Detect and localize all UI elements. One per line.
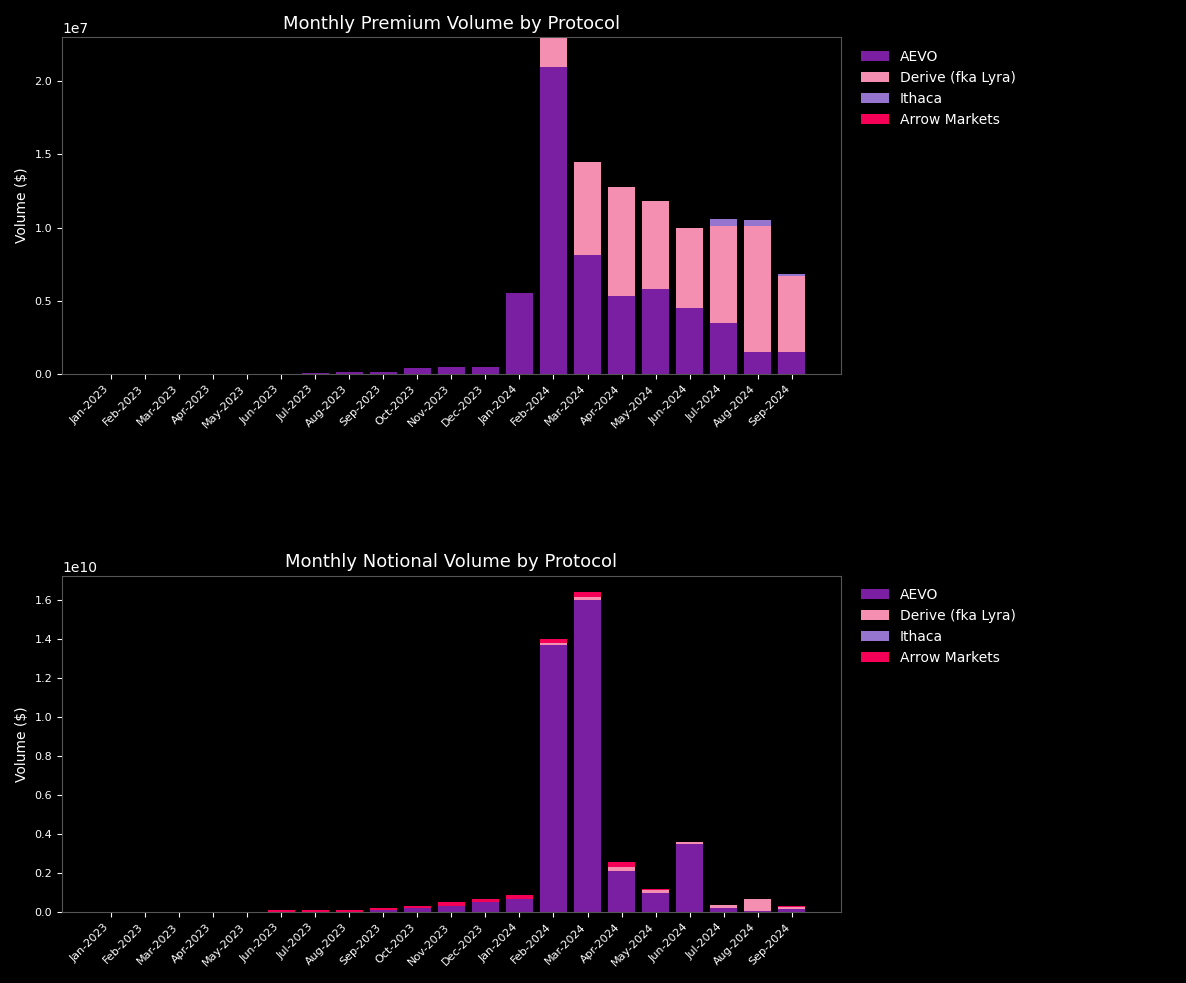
Bar	[778, 274, 805, 276]
Bar	[710, 219, 738, 226]
Bar	[574, 592, 601, 597]
Bar	[676, 844, 703, 912]
Bar	[778, 352, 805, 374]
Bar	[744, 220, 771, 226]
Bar	[540, 67, 567, 374]
Bar	[574, 256, 601, 374]
Bar	[710, 908, 738, 912]
Bar	[744, 910, 771, 912]
Bar	[676, 227, 703, 308]
Bar	[506, 293, 533, 374]
Bar	[574, 597, 601, 601]
Bar	[744, 898, 771, 910]
Bar	[336, 910, 363, 912]
Bar	[778, 907, 805, 909]
Bar	[608, 862, 636, 867]
Bar	[438, 368, 465, 374]
Y-axis label: Volume ($): Volume ($)	[15, 706, 28, 781]
Bar	[268, 910, 295, 912]
Title: Monthly Premium Volume by Protocol: Monthly Premium Volume by Protocol	[282, 15, 620, 33]
Bar	[778, 276, 805, 352]
Bar	[438, 906, 465, 912]
Bar	[403, 908, 431, 912]
Bar	[472, 368, 499, 374]
Bar	[370, 908, 397, 910]
Bar	[370, 910, 397, 912]
Bar	[506, 898, 533, 912]
Bar	[438, 902, 465, 906]
Legend: AEVO, Derive (fka Lyra), Ithaca, Arrow Markets: AEVO, Derive (fka Lyra), Ithaca, Arrow M…	[855, 44, 1021, 133]
Bar	[370, 372, 397, 374]
Bar	[540, 639, 567, 643]
Bar	[744, 352, 771, 374]
Bar	[608, 296, 636, 374]
Bar	[301, 910, 329, 912]
Bar	[676, 842, 703, 844]
Bar	[642, 890, 669, 893]
Bar	[336, 372, 363, 374]
Bar	[710, 905, 738, 908]
Bar	[608, 871, 636, 912]
Bar	[472, 902, 499, 912]
Bar	[676, 308, 703, 374]
Bar	[540, 645, 567, 912]
Bar	[472, 898, 499, 902]
Bar	[744, 226, 771, 352]
Legend: AEVO, Derive (fka Lyra), Ithaca, Arrow Markets: AEVO, Derive (fka Lyra), Ithaca, Arrow M…	[855, 583, 1021, 670]
Bar	[642, 289, 669, 374]
Bar	[710, 226, 738, 322]
Bar	[642, 893, 669, 912]
Bar	[608, 187, 636, 296]
Bar	[778, 909, 805, 912]
Bar	[574, 601, 601, 912]
Bar	[403, 906, 431, 908]
Bar	[540, 37, 567, 67]
Bar	[403, 368, 431, 374]
Bar	[540, 643, 567, 645]
Bar	[574, 161, 601, 256]
Bar	[608, 867, 636, 871]
Bar	[301, 373, 329, 374]
Title: Monthly Notional Volume by Protocol: Monthly Notional Volume by Protocol	[286, 553, 618, 571]
Bar	[642, 202, 669, 289]
Bar	[506, 895, 533, 898]
Y-axis label: Volume ($): Volume ($)	[15, 168, 28, 244]
Bar	[710, 322, 738, 374]
